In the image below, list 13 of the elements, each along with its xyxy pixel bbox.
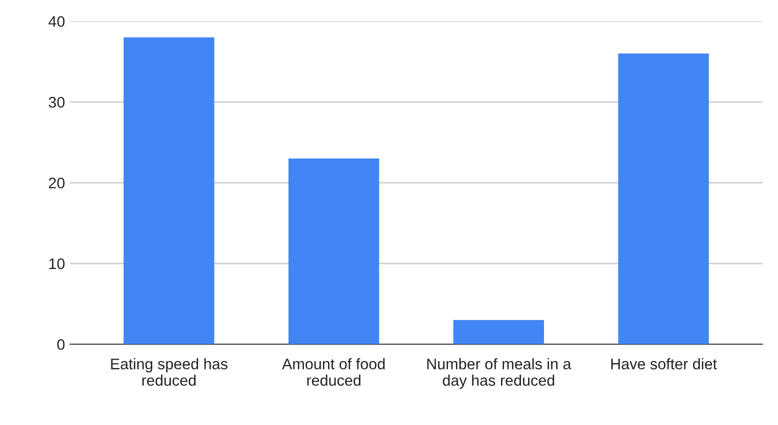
x-tick-label: Amount of food reduced: [282, 358, 385, 386]
y-tick-label: 10: [49, 258, 65, 270]
bar: [124, 37, 214, 344]
bar: [618, 54, 709, 344]
x-tick-label: Number of meals in a day has reduced: [427, 358, 572, 389]
y-tick-label: 30: [48, 96, 65, 108]
bar: [453, 320, 544, 344]
y-tick-label: 0: [57, 339, 65, 350]
x-tick-label: Have softer diet: [611, 358, 717, 370]
x-tick-label: Eating speed has reduced: [111, 358, 228, 386]
bar: [288, 158, 380, 344]
y-tick-label: 40: [48, 16, 65, 27]
y-tick-label: 20: [48, 178, 65, 188]
